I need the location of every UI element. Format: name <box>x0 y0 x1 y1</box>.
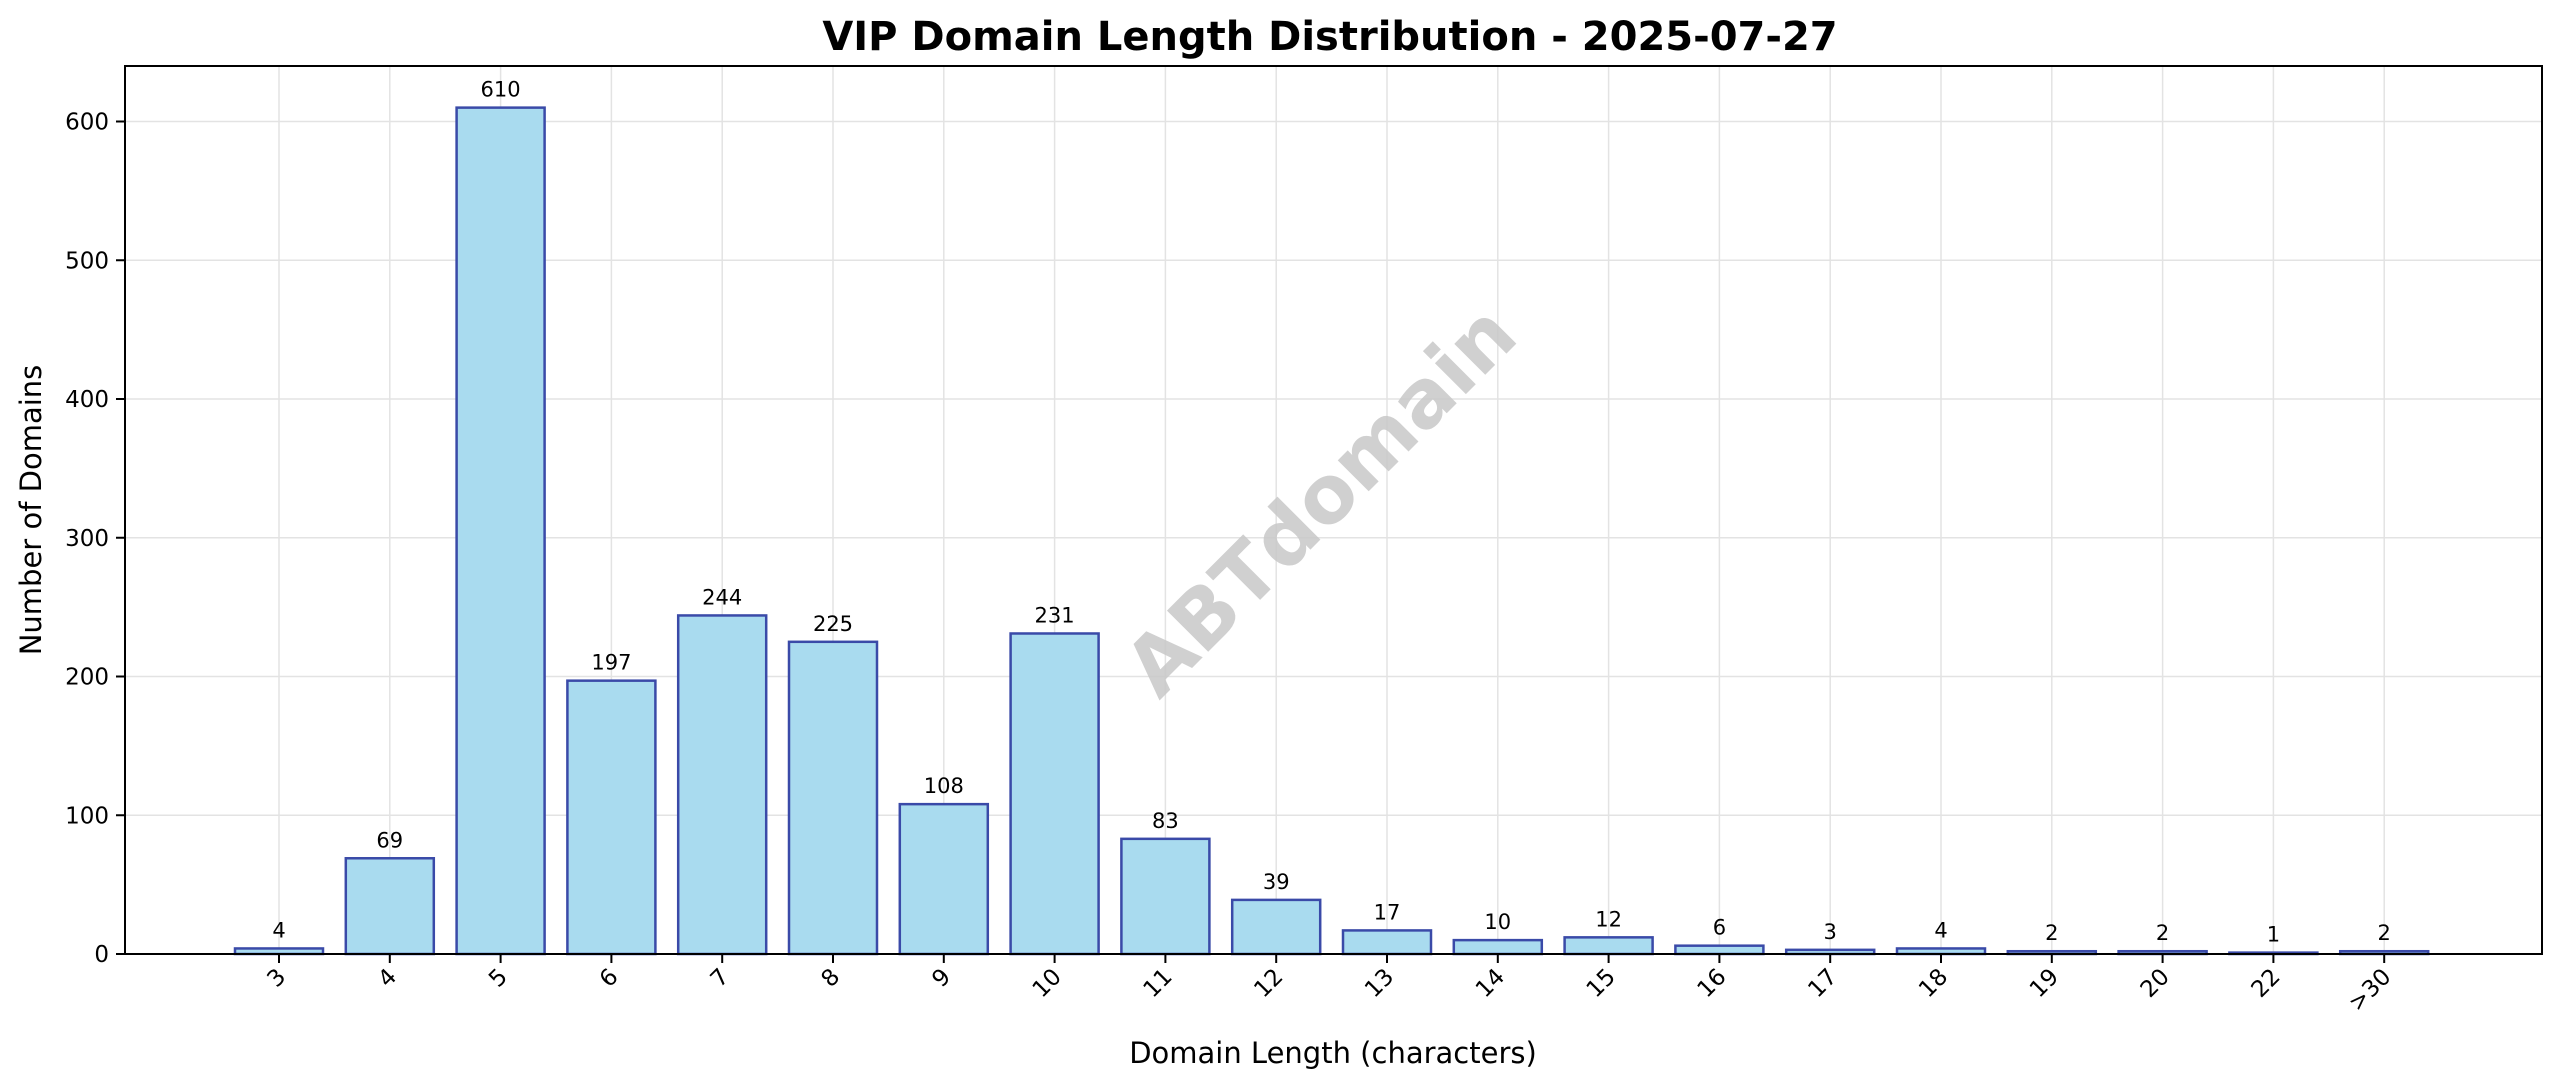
data-label: 1 <box>2267 923 2280 947</box>
x-axis-label: Domain Length (characters) <box>1129 1036 1537 1070</box>
data-label: 231 <box>1035 603 1075 627</box>
y-tick-label: 300 <box>65 526 109 552</box>
bar-13 <box>1341 929 1433 956</box>
data-label: 2 <box>2045 921 2058 945</box>
data-label: 6 <box>1713 916 1726 940</box>
y-tick-label: 400 <box>65 387 109 413</box>
data-label: 225 <box>813 612 853 636</box>
data-label: 69 <box>376 828 403 852</box>
bar-16 <box>1674 944 1765 956</box>
y-axis-label: Number of Domains <box>14 365 48 656</box>
bar-15 <box>1563 936 1654 956</box>
data-label: 4 <box>1934 918 1947 942</box>
data-label: 2 <box>2156 921 2169 945</box>
bar-10 <box>1009 632 1100 956</box>
data-label: 39 <box>1263 870 1290 894</box>
y-tick-label: 200 <box>65 665 109 691</box>
bar-12 <box>1230 898 1322 956</box>
y-tick-label: 600 <box>65 110 109 136</box>
data-label: 197 <box>591 651 631 675</box>
bar-5 <box>455 106 546 956</box>
data-label: 12 <box>1595 907 1622 931</box>
data-label: 17 <box>1374 900 1401 924</box>
bar-8 <box>787 640 879 956</box>
bar-14 <box>1452 938 1544 956</box>
y-tick-label: 100 <box>65 803 109 829</box>
bar-11 <box>1120 837 1211 956</box>
bar-6 <box>566 679 657 956</box>
data-label: 3 <box>1824 920 1837 944</box>
y-tick-label: 500 <box>65 248 109 274</box>
chart-title: VIP Domain Length Distribution - 2025-07… <box>822 14 1837 60</box>
data-label: 244 <box>702 585 742 609</box>
data-label: 4 <box>272 918 285 942</box>
data-label: 610 <box>481 78 521 102</box>
data-label: 83 <box>1152 809 1179 833</box>
bar-9 <box>898 802 990 956</box>
bar-7 <box>676 614 768 956</box>
data-label: 10 <box>1484 910 1511 934</box>
y-tick-label: 0 <box>94 942 109 968</box>
bar-4 <box>344 857 436 956</box>
data-label: 2 <box>2378 921 2391 945</box>
data-label: 108 <box>924 774 964 798</box>
